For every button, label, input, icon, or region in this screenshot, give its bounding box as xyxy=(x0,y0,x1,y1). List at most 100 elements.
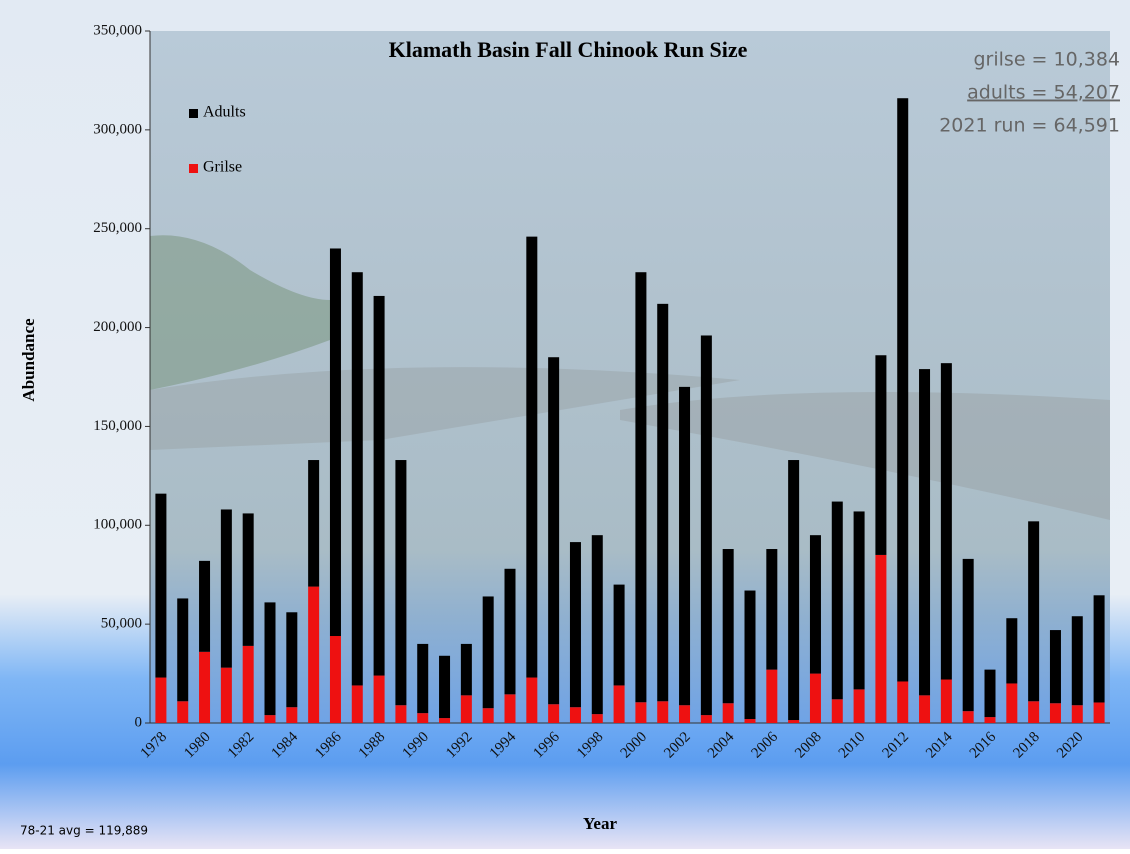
bar-segment xyxy=(329,636,341,723)
bar-segment xyxy=(962,558,974,712)
bar-segment xyxy=(308,460,320,587)
bar-segment xyxy=(1071,705,1083,723)
bar-segment xyxy=(351,685,363,723)
bar-segment xyxy=(591,714,603,723)
bar-segment xyxy=(831,699,843,723)
bar-segment xyxy=(679,386,691,706)
bar-segment xyxy=(788,720,800,723)
bar-segment xyxy=(548,357,560,705)
bar-segment xyxy=(220,667,232,723)
bar-segment xyxy=(700,335,712,716)
bar-segment xyxy=(373,295,385,676)
y-tick-label: 100,000 xyxy=(93,517,142,533)
legend-label: Adults xyxy=(203,104,246,121)
bar-segment xyxy=(679,705,691,723)
bar-segment xyxy=(635,702,647,723)
bar-segment xyxy=(919,695,931,723)
bar-segment xyxy=(1006,618,1018,684)
bar-segment xyxy=(635,272,647,703)
bar-segment xyxy=(460,643,472,696)
y-tick-label: 150,000 xyxy=(93,418,142,434)
bar-segment xyxy=(548,704,560,723)
bar-segment xyxy=(657,303,669,702)
bar-segment xyxy=(1093,595,1105,703)
bar-segment xyxy=(766,549,778,670)
average-note: 78-21 avg = 119,889 xyxy=(20,824,148,838)
bar-segment xyxy=(177,701,189,723)
bar-segment xyxy=(984,717,996,723)
bar-segment xyxy=(919,369,931,696)
scenery-hill xyxy=(150,235,330,390)
bar-segment xyxy=(1028,521,1040,702)
bar-segment xyxy=(875,355,887,555)
bar-segment xyxy=(875,554,887,723)
annotation: grilse = 10,384 xyxy=(974,49,1121,71)
legend-label: Grilse xyxy=(203,159,242,176)
y-tick-label: 250,000 xyxy=(93,220,142,236)
bar-segment xyxy=(613,584,625,686)
bar-segment xyxy=(940,363,952,680)
y-tick-label: 50,000 xyxy=(101,616,142,632)
bar-segment xyxy=(504,694,516,723)
y-tick-label: 200,000 xyxy=(93,319,142,335)
bar-segment xyxy=(460,695,472,723)
y-axis-label: Abundance xyxy=(19,318,38,402)
bar-segment xyxy=(984,669,996,718)
bar-segment xyxy=(722,703,734,723)
bar-segment xyxy=(657,701,669,723)
bar-segment xyxy=(1093,702,1105,723)
bar-segment xyxy=(351,272,363,686)
bar-segment xyxy=(373,675,385,723)
bar-segment xyxy=(199,560,211,652)
bar-segment xyxy=(482,708,494,723)
bar-segment xyxy=(308,586,320,723)
bar-segment xyxy=(897,98,909,682)
bar-segment xyxy=(417,643,429,714)
x-axis-label: Year xyxy=(583,814,617,833)
bar-segment xyxy=(482,596,494,709)
bar-segment xyxy=(1049,630,1061,704)
bar-segment xyxy=(1006,683,1018,723)
bar-segment xyxy=(395,460,407,706)
legend-swatch xyxy=(189,164,198,173)
bar-segment xyxy=(569,542,581,708)
bar-segment xyxy=(788,460,800,721)
bar-segment xyxy=(613,685,625,723)
bar-segment xyxy=(526,677,538,723)
bar-segment xyxy=(897,681,909,723)
bar-segment xyxy=(155,677,167,723)
bar-segment xyxy=(242,513,254,646)
bar-segment xyxy=(526,236,538,678)
y-tick-label: 0 xyxy=(135,714,143,730)
bar-segment xyxy=(155,493,167,678)
y-tick-label: 300,000 xyxy=(93,121,142,137)
bar-segment xyxy=(329,248,341,637)
bar-segment xyxy=(439,718,451,723)
bar-segment xyxy=(286,707,298,723)
scenery-beach xyxy=(150,367,740,450)
bar-segment xyxy=(591,535,603,715)
bar-segment xyxy=(439,655,451,719)
y-tick-label: 350,000 xyxy=(93,22,142,38)
bar-segment xyxy=(286,612,298,708)
bar-segment xyxy=(809,535,821,674)
bar-segment xyxy=(962,711,974,723)
bar-segment xyxy=(417,713,429,723)
legend-swatch xyxy=(189,109,198,118)
bar-segment xyxy=(199,651,211,723)
bar-segment xyxy=(744,719,756,723)
bar-segment xyxy=(744,590,756,720)
bar-segment xyxy=(853,511,865,690)
bar-segment xyxy=(766,669,778,723)
bar-segment xyxy=(220,509,232,668)
bar-segment xyxy=(264,715,276,723)
scenery-sandbar xyxy=(620,392,1110,520)
bar-segment xyxy=(853,689,865,723)
bar-segment xyxy=(809,673,821,723)
bar-segment xyxy=(1028,701,1040,723)
bar-segment xyxy=(264,602,276,716)
chart-title: Klamath Basin Fall Chinook Run Size xyxy=(389,37,748,62)
bar-segment xyxy=(722,549,734,704)
bar-segment xyxy=(1071,616,1083,706)
